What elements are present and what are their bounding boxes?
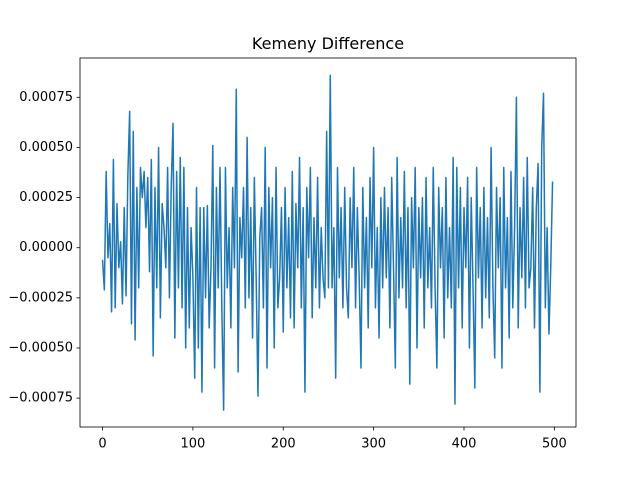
x-tick-label: 500 (542, 437, 567, 452)
y-tick-label: 0.00075 (19, 90, 73, 105)
y-tick-label: −0.00025 (8, 290, 73, 305)
y-tick-label: −0.00075 (8, 391, 73, 406)
x-tick-label: 400 (452, 437, 477, 452)
x-tick-label: 200 (271, 437, 296, 452)
chart-title: Kemeny Difference (252, 34, 404, 53)
y-tick-label: −0.00050 (8, 340, 73, 355)
x-tick-label: 0 (98, 437, 106, 452)
y-tick-label: 0.00025 (19, 190, 73, 205)
y-tick-label: 0.00050 (19, 140, 73, 155)
data-line (101, 74, 554, 411)
x-tick-label: 300 (361, 437, 386, 452)
x-tick-label: 100 (180, 437, 205, 452)
y-tick-label: 0.00000 (19, 240, 73, 255)
plot-frame (79, 57, 577, 428)
